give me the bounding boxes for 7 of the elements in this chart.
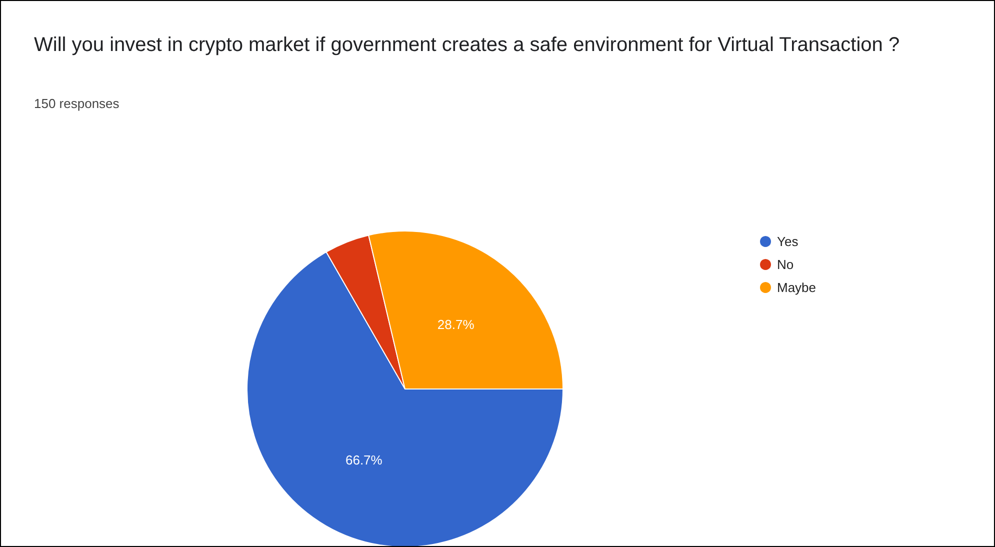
legend-label: No [777, 257, 794, 272]
data-label: 28.7% [437, 317, 475, 332]
legend-label: Maybe [777, 280, 816, 295]
legend-label: Yes [777, 234, 799, 249]
chart-title: Will you invest in crypto market if government creates a safe environment for Virtual Transaction ? [34, 34, 900, 56]
text: 150 responses [34, 96, 120, 111]
data-label: 66.7% [345, 452, 383, 468]
